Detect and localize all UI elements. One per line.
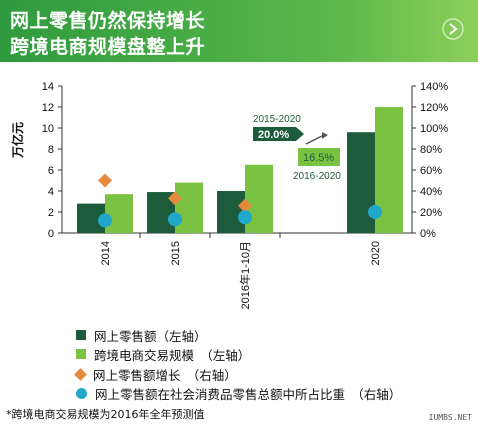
title-banner: 网上零售仍然保持增长 跨境电商规模盘整上升	[0, 0, 478, 62]
y2-tick-label: 40%	[420, 186, 442, 198]
legend-item-series-1: 网上零售额（左轴）	[76, 326, 207, 344]
trend-arrow-icon	[305, 135, 323, 145]
x-tick-label: 2015	[170, 241, 182, 265]
bar	[105, 194, 133, 233]
legend-swatch-diamond	[74, 367, 87, 381]
annotation-bottom-label: 2016-2020	[293, 171, 341, 182]
circle-point	[368, 205, 382, 219]
y-tick-label: 10	[42, 123, 54, 135]
x-tick-label: 2016年1-10月	[238, 241, 252, 310]
x-tick-label: 2014	[100, 241, 112, 265]
legend-swatch-square	[76, 330, 86, 340]
y-tick-label: 14	[42, 81, 54, 93]
x-tick-labels: 2014 2015 2016年1-10月 2020	[100, 241, 382, 310]
y-tick-label: 8	[48, 144, 54, 156]
legend-swatch-square	[76, 349, 86, 359]
legend-item-series-2: 跨境电商交易规模 （左轴）	[76, 345, 250, 363]
title-line-2: 跨境电商规模盘整上升	[10, 36, 206, 58]
y2-tick-label: 0%	[420, 228, 436, 240]
annotation-bottom-box	[298, 148, 340, 166]
y-tick-label: 2	[48, 207, 54, 219]
footnote: *跨境电商交易规模为2016年全年预测值	[6, 408, 205, 421]
diamond-point	[98, 173, 112, 188]
y2-tick-label: 100%	[420, 123, 448, 135]
legend-swatch-circle	[76, 387, 87, 399]
legend-item-series-4: 网上零售额在社会消费品零售总额中所占比重 （右轴）	[76, 384, 401, 402]
legend-label: 网上零售额在社会消费品零售总额中所占比重 （右轴）	[95, 386, 402, 402]
bar	[347, 132, 375, 233]
y-tick-label: 12	[42, 102, 54, 114]
diamond-point	[238, 198, 252, 213]
title-line-1: 网上零售仍然保持增长	[10, 10, 206, 32]
y-axis-label: 万亿元	[10, 122, 25, 159]
bar	[175, 182, 203, 233]
y-tick-label: 4	[48, 186, 54, 198]
annotation-top-box	[253, 127, 304, 141]
y2-tick-label: 60%	[420, 165, 442, 177]
cagr-annotations: 2015-2020 20.0% 16.5% 2016-2020	[253, 114, 341, 182]
y2-tick-label: 80%	[420, 144, 442, 156]
circle-point	[98, 213, 112, 228]
legend-label: 跨境电商交易规模 （左轴）	[94, 347, 251, 363]
y2-tick-label: 120%	[420, 102, 448, 114]
circle-point	[168, 212, 182, 227]
trend-arrowhead-icon	[322, 132, 328, 139]
x-tick-label: 2020	[370, 241, 382, 265]
y2-tick-label: 140%	[420, 81, 448, 93]
y-tick-label: 6	[48, 165, 54, 177]
bar	[217, 191, 245, 233]
annotation-top-value: 20.0%	[258, 129, 289, 141]
legend-label: 网上零售额（左轴）	[94, 328, 207, 344]
y-tick-label: 0	[48, 228, 54, 240]
legend-label: 网上零售额增长 （右轴）	[93, 367, 237, 383]
legend-item-series-3: 网上零售额增长 （右轴）	[74, 365, 237, 383]
diamond-point	[168, 191, 182, 206]
annotation-top-label: 2015-2020	[253, 114, 301, 125]
watermark: IUMBS.NET	[428, 413, 472, 422]
markers-group	[98, 173, 382, 228]
annotation-bottom-value: 16.5%	[303, 152, 334, 164]
circle-point	[238, 210, 252, 225]
chevron-right-icon	[442, 18, 464, 40]
y2-tick-label: 20%	[420, 207, 442, 219]
